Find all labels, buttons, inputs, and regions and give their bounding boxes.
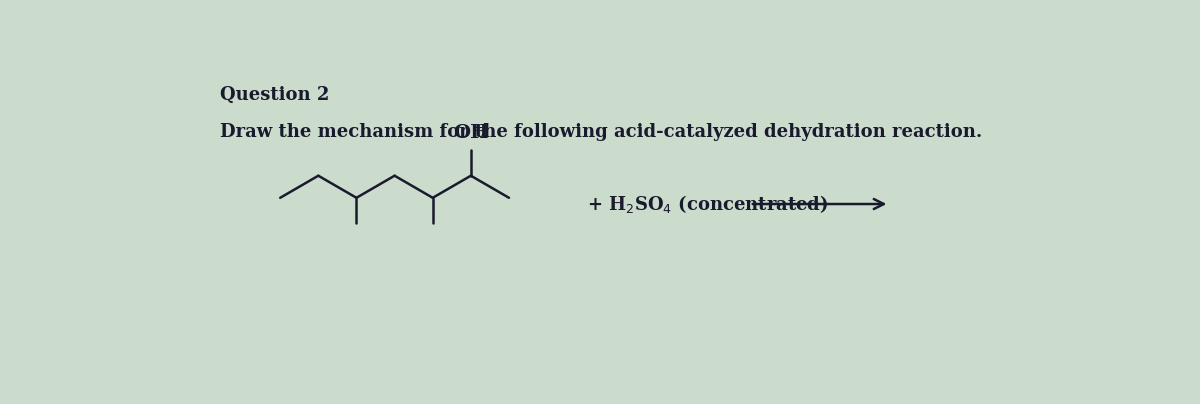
Text: Question 2: Question 2 [220, 86, 329, 104]
Text: + H$_2$SO$_4$ (concentrated): + H$_2$SO$_4$ (concentrated) [587, 193, 828, 215]
Text: Draw the mechanism for the following acid-catalyzed dehydration reaction.: Draw the mechanism for the following aci… [220, 123, 982, 141]
Text: OH: OH [454, 124, 488, 143]
